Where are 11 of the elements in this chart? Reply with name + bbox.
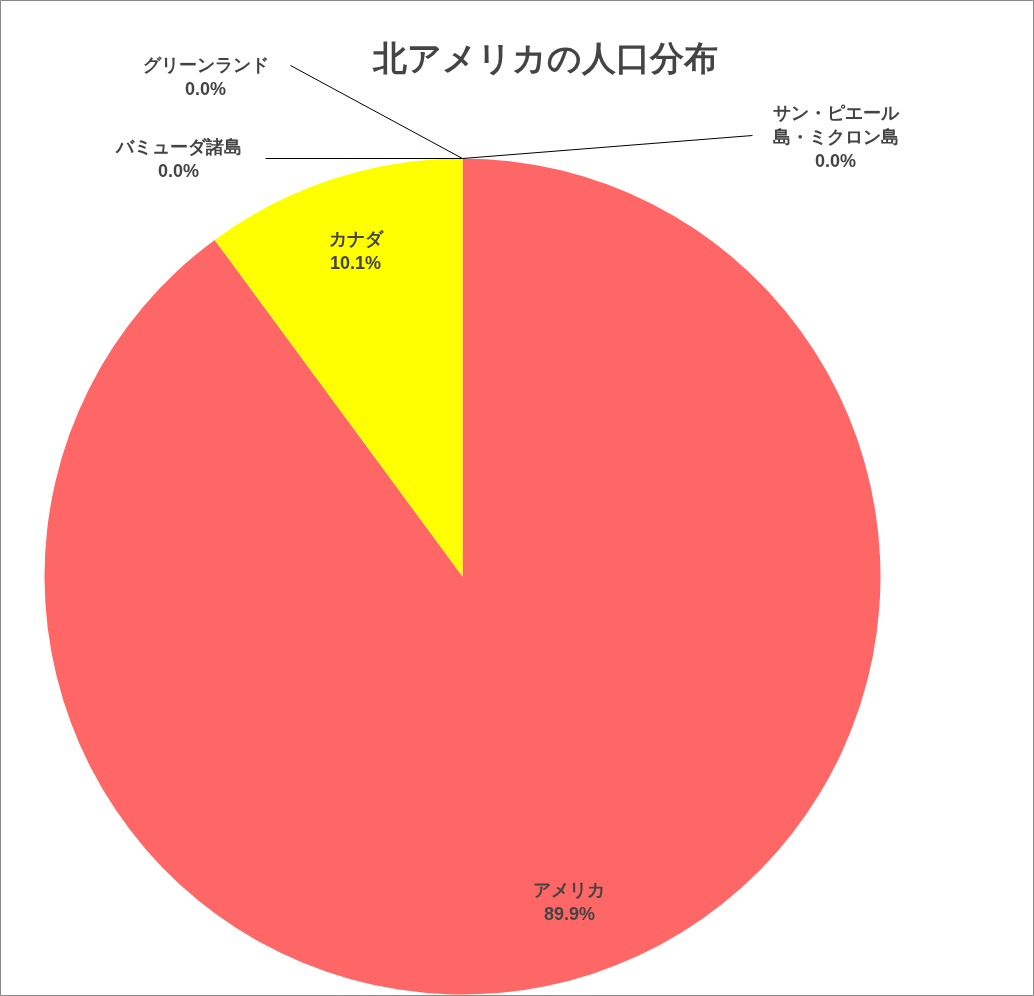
data-label: 10.1% [330, 252, 382, 273]
data-label: 89.9% [543, 904, 595, 925]
slice-label: カナダ [328, 228, 384, 249]
chart-title: 北アメリカの人口分布 [372, 38, 718, 77]
text: 0.0% [184, 78, 227, 99]
category-label: グリーンランド [142, 54, 269, 75]
text: 0.0% [814, 150, 857, 171]
category-label: サン・ピエール島・ミクロン島 [772, 102, 899, 147]
slice-label: アメリカ [533, 880, 606, 901]
category-label: バミューダ諸島 [115, 136, 242, 157]
text: 0.0% [157, 160, 200, 181]
